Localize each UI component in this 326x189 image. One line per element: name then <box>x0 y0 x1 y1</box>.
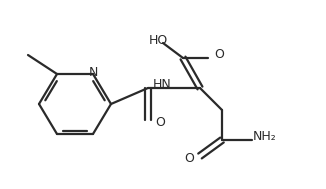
Text: HO: HO <box>148 33 168 46</box>
Text: N: N <box>88 67 98 80</box>
Text: O: O <box>184 152 194 164</box>
Text: HN: HN <box>153 77 171 91</box>
Text: O: O <box>214 49 224 61</box>
Text: NH₂: NH₂ <box>253 130 277 143</box>
Text: O: O <box>155 115 165 129</box>
